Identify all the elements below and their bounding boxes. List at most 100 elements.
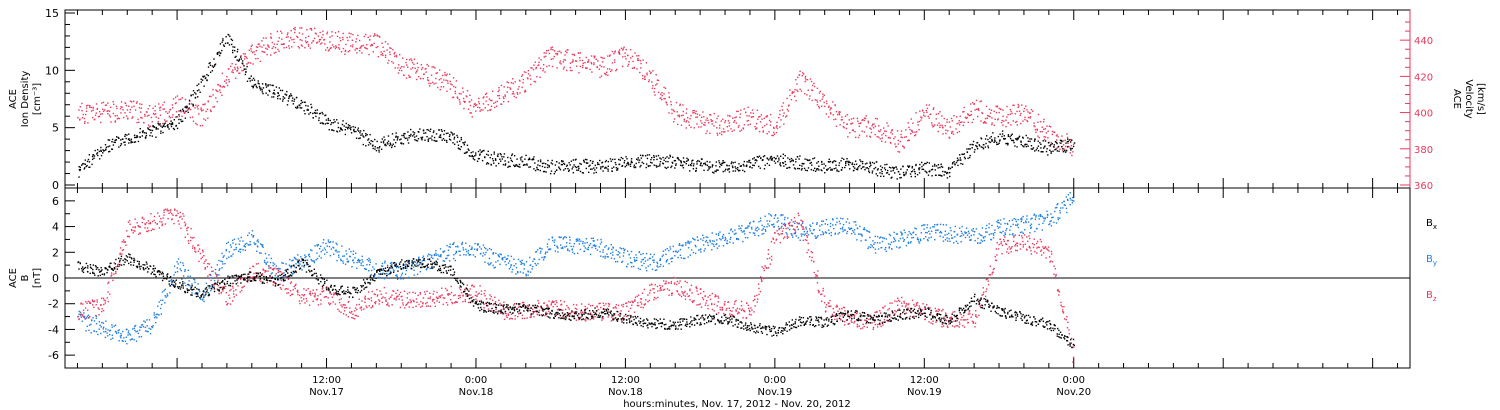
velocity-series-point xyxy=(369,35,371,37)
density-series-point xyxy=(1001,133,1004,135)
by-series-point xyxy=(337,254,340,256)
velocity-series-point xyxy=(276,43,278,46)
by-series-point xyxy=(435,252,437,255)
density-series-point xyxy=(217,52,219,54)
by-series-point xyxy=(121,330,124,333)
velocity-series-point xyxy=(502,96,505,98)
velocity-series-point xyxy=(782,102,785,104)
velocity-series-point xyxy=(168,111,170,113)
velocity-series-point xyxy=(411,67,414,69)
density-series-point xyxy=(801,165,803,167)
velocity-series-point xyxy=(627,54,629,57)
density-series-point xyxy=(578,167,580,170)
velocity-series-point xyxy=(1000,121,1003,124)
by-series-point xyxy=(907,242,910,245)
top-time-ticks xyxy=(76,10,1399,188)
velocity-series-point xyxy=(473,103,476,105)
by-series-point xyxy=(709,239,711,242)
velocity-series-point xyxy=(144,113,146,116)
density-series-point xyxy=(748,159,751,162)
density-series-point xyxy=(516,165,519,167)
velocity-series-point xyxy=(953,115,955,117)
density-series-point xyxy=(646,157,649,160)
density-series-point xyxy=(734,170,737,172)
by-series-point xyxy=(977,242,979,244)
velocity-series-point xyxy=(764,125,766,127)
by-series-point xyxy=(675,250,677,253)
density-series-point xyxy=(200,81,203,83)
velocity-series-point xyxy=(159,114,162,116)
density-series-point xyxy=(319,122,322,124)
velocity-series-point xyxy=(704,121,706,124)
density-series-point xyxy=(350,132,353,134)
velocity-series-point xyxy=(136,101,138,103)
velocity-series-point xyxy=(427,76,429,79)
density-series-point xyxy=(161,126,164,129)
by-series-point xyxy=(515,266,518,269)
by-series-point xyxy=(986,224,988,227)
density-series-point xyxy=(706,160,708,163)
velocity-series-point xyxy=(791,91,794,93)
density-series-point xyxy=(78,165,80,168)
by-series-point xyxy=(887,243,890,245)
density-series-point xyxy=(400,138,402,140)
by-series-point xyxy=(90,332,92,334)
density-series-point xyxy=(117,136,120,139)
by-series-point xyxy=(1003,234,1005,237)
velocity-series-point xyxy=(479,110,481,112)
by-series-point xyxy=(357,258,360,261)
density-series-point xyxy=(989,141,992,144)
velocity-series-point xyxy=(835,111,838,113)
by-series-point xyxy=(656,261,658,264)
velocity-series-point xyxy=(1044,136,1047,138)
density-series-point xyxy=(541,165,544,168)
velocity-series-point xyxy=(521,86,523,89)
by-series-point xyxy=(205,282,208,285)
density-series-point xyxy=(637,159,639,161)
velocity-series-point xyxy=(381,42,383,44)
velocity-series-point xyxy=(309,47,312,49)
density-series-point xyxy=(265,84,267,86)
by-series-point xyxy=(367,260,370,262)
density-series-point xyxy=(693,163,695,165)
density-series-point xyxy=(1014,138,1017,140)
by-series-point xyxy=(127,334,129,336)
density-series-point xyxy=(287,100,290,102)
by-series-point xyxy=(797,237,800,239)
density-series-point xyxy=(127,138,130,141)
by-series-point xyxy=(160,303,163,306)
by-series-point xyxy=(270,257,273,260)
by-series-point xyxy=(850,232,853,235)
velocity-series-point xyxy=(463,107,465,110)
density-series-point xyxy=(784,154,786,157)
density-series-point xyxy=(752,158,754,160)
velocity-series-point xyxy=(700,126,702,128)
velocity-series-point xyxy=(344,53,346,55)
density-series-point xyxy=(623,160,626,162)
velocity-series-point xyxy=(289,37,292,39)
velocity-series-point xyxy=(503,97,505,100)
density-series-point xyxy=(195,93,197,95)
by-series-point xyxy=(655,269,658,271)
density-series-point xyxy=(284,93,286,95)
density-series-point xyxy=(124,141,126,143)
by-series-point xyxy=(668,249,670,252)
density-series-point xyxy=(899,173,901,175)
by-series-point xyxy=(242,249,244,251)
density-series-point xyxy=(387,143,389,145)
velocity-series-point xyxy=(406,66,409,68)
velocity-series-point xyxy=(661,94,663,97)
velocity-series-point xyxy=(350,45,352,47)
density-series-point xyxy=(360,134,362,136)
by-series-point xyxy=(841,226,844,229)
by-series-point xyxy=(662,250,665,252)
density-series-point xyxy=(282,100,284,102)
velocity-series-point xyxy=(832,101,834,103)
density-series-point xyxy=(861,162,864,165)
by-series-point xyxy=(934,223,936,226)
velocity-series-point xyxy=(1047,130,1049,132)
velocity-series-point xyxy=(547,49,550,52)
velocity-series-point xyxy=(618,49,621,51)
by-series-point xyxy=(447,249,450,251)
by-series-point xyxy=(602,256,604,258)
